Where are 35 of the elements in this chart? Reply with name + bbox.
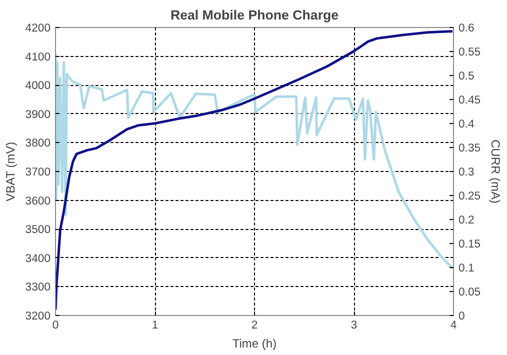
- y-tick-label: 3500: [25, 224, 50, 236]
- x-tick-label: 2: [251, 320, 258, 332]
- y2-tick-label: 0.05: [458, 286, 481, 298]
- x-tick-label: 4: [450, 320, 457, 332]
- y-tick-label: 3200: [25, 310, 50, 322]
- line-series: [56, 30, 454, 311]
- x-tick-label: 0: [52, 320, 59, 332]
- y-tick-label: 3400: [25, 252, 50, 265]
- y-tick-label: 4100: [25, 51, 50, 64]
- y2-tick-label: 0.15: [458, 238, 481, 250]
- y-tick-label: 3800: [25, 138, 50, 150]
- x-tick-label: 1: [152, 320, 158, 332]
- y-tick-label: 3700: [25, 166, 50, 178]
- y-tick-label: 4200: [25, 22, 50, 34]
- y2-axis-title: CURR (mA): [488, 140, 503, 204]
- y-tick-label: 3300: [25, 282, 50, 294]
- y2-tick-label: 0.55: [458, 46, 481, 58]
- chart-title: Real Mobile Phone Charge: [170, 8, 339, 22]
- y-axis-title: VBAT (mV): [3, 142, 18, 202]
- x-axis-title: Time (h): [232, 336, 277, 350]
- y2-tick-label: 0.45: [458, 94, 481, 106]
- y2-tick-label: 0.3: [458, 166, 474, 178]
- y2-tick-label: 0.5: [458, 70, 474, 82]
- y-tick-label: 4000: [25, 80, 50, 92]
- y-tick-label: 3600: [25, 195, 50, 208]
- y2-tick-label: 0.35: [458, 142, 481, 154]
- y2-tick-label: 0.4: [458, 118, 474, 130]
- y-tick-label: 3900: [25, 108, 50, 121]
- y2-tick-label: 0.2: [458, 214, 474, 226]
- y2-tick-label: 0.1: [458, 262, 474, 274]
- y2-tick-label: 0: [458, 310, 465, 322]
- y2-tick-label: 0.6: [458, 22, 474, 34]
- line-series: [56, 52, 454, 270]
- y2-tick-label: 0.25: [458, 190, 481, 202]
- x-tick-label: 3: [350, 320, 358, 332]
